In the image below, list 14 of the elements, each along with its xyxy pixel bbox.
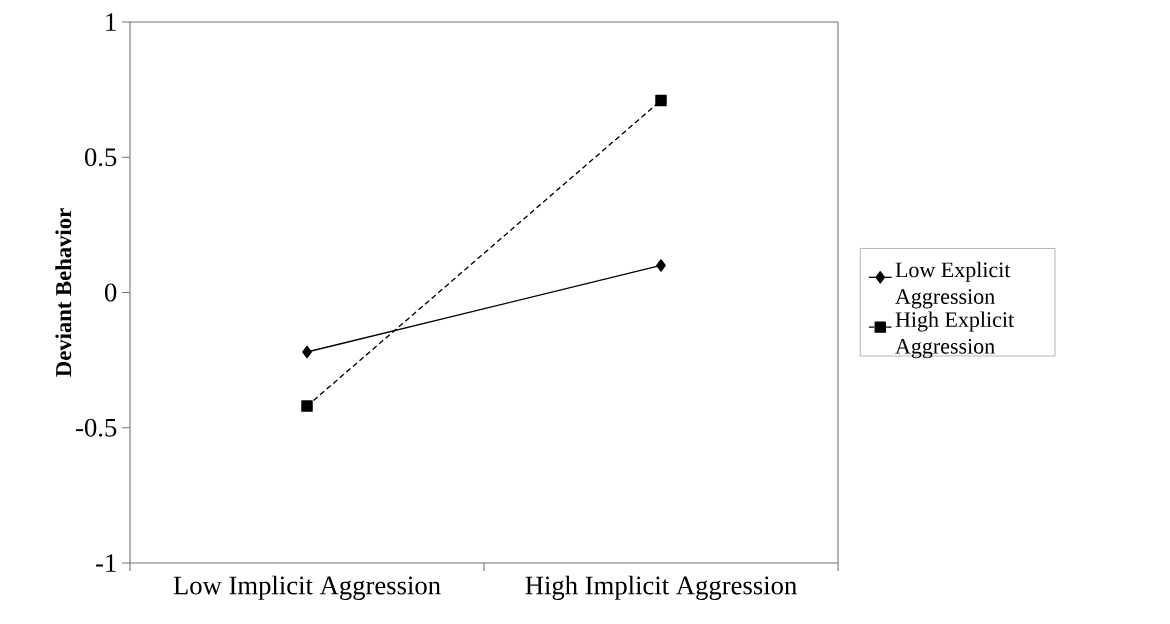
point	[656, 259, 666, 272]
y-axis-title: Deviant Behavior	[55, 208, 72, 377]
x-tick-label: High Implicit Aggression	[525, 575, 797, 600]
point	[302, 345, 312, 359]
point	[301, 400, 313, 412]
point	[655, 94, 667, 107]
legend-label: High Explicit Aggression	[895, 311, 1014, 359]
y-tick-label: 1	[106, 13, 116, 31]
y-tick-label: 0.5	[84, 148, 117, 167]
y-tick-label: 0	[104, 283, 117, 302]
x-tick-label: Low Implicit Aggression	[173, 575, 441, 600]
legend-label: Low Explicit Aggression	[895, 261, 1011, 309]
y-tick-label: -0.5	[76, 418, 117, 437]
y-tick-label: -1	[96, 554, 116, 572]
